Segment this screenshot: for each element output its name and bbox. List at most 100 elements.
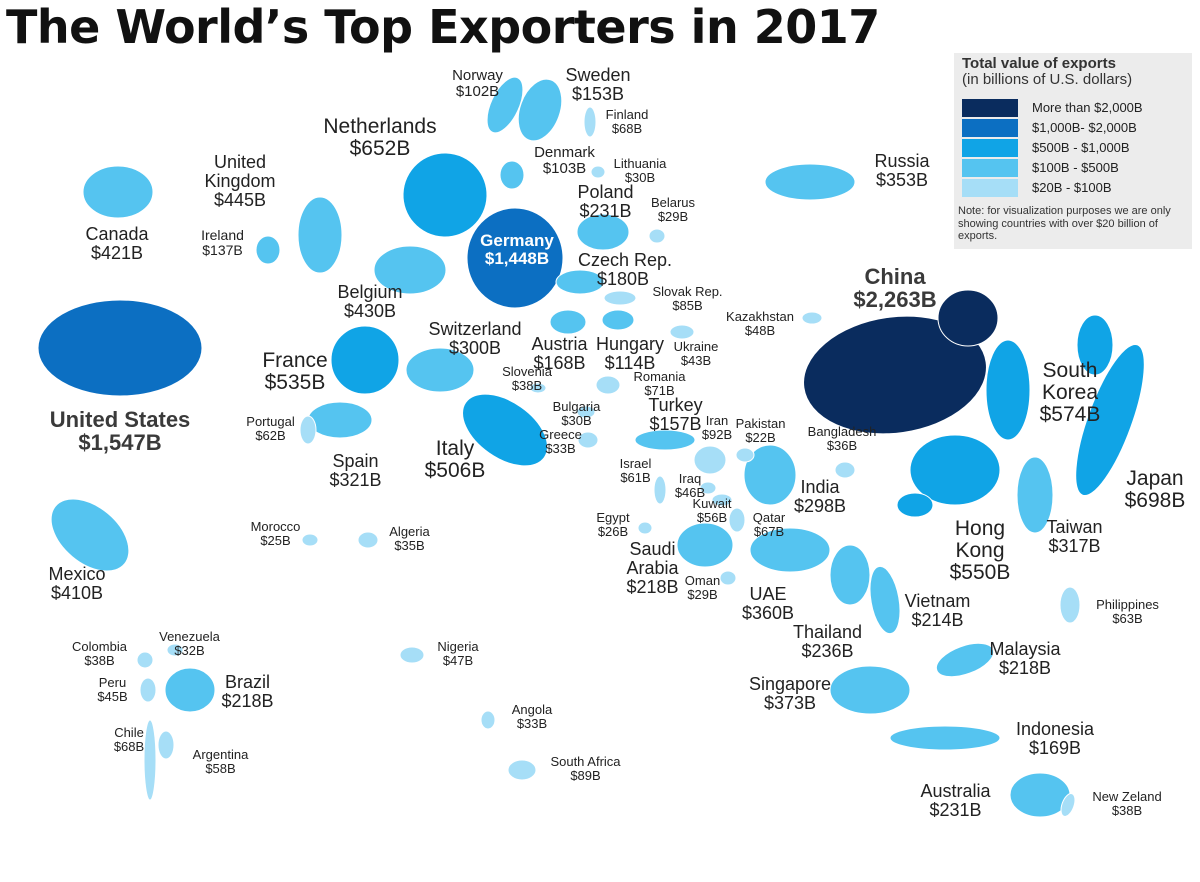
country-shape-singapore [829, 665, 911, 715]
country-value: $47B [442, 652, 474, 668]
country-name: Iran [705, 413, 729, 428]
country-shape-malaysia [935, 642, 995, 678]
country-shape-canada [82, 165, 154, 219]
country-label-indonesia: Indonesia $169B [1005, 720, 1105, 758]
country-region [1059, 586, 1081, 624]
country-name: Kingdom [204, 170, 276, 191]
country-name: Japan [1126, 467, 1184, 490]
country-value: $410B [50, 582, 104, 603]
country-name: Malaysia [989, 639, 1061, 659]
country-region [576, 213, 630, 251]
country-value: $36B [826, 437, 858, 453]
country-region [37, 299, 203, 397]
country-region [1075, 343, 1145, 497]
country-name: Kazakhstan [726, 309, 794, 324]
country-value: $535B [264, 371, 326, 395]
country-value: $1,547B [78, 430, 162, 456]
legend-label: More than $2,000B [1032, 100, 1143, 115]
country-region [373, 245, 447, 295]
country-shape-iran [693, 445, 727, 475]
country-label-germany: Germany $1,448B [462, 232, 572, 268]
country-name: Pakistan [735, 416, 786, 431]
country-label-hungary: Hungary $114B [590, 335, 670, 373]
country-value: $1,448B [484, 248, 550, 268]
country-label-russia: Russia $353B [852, 152, 952, 190]
country-shape-norway [486, 76, 524, 134]
country-label-nigeria: Nigeria $47B [428, 640, 488, 667]
country-name: Russia [874, 151, 930, 171]
country-shape-switzerland [405, 347, 475, 393]
country-label-peru: Peru $45B [90, 676, 135, 703]
legend-label: $20B - $100B [1032, 180, 1112, 195]
country-value: $85B [672, 297, 703, 313]
country-region [577, 431, 599, 449]
country-name: Norway [452, 67, 503, 84]
country-region [507, 759, 537, 781]
country-region [583, 106, 597, 138]
country-value: $300B [448, 337, 502, 358]
country-shape-spain [307, 401, 373, 439]
map-title: The World’s Top Exporters in 2017 [6, 0, 880, 54]
country-value: $574B [1039, 403, 1101, 427]
country-name: Hong [954, 517, 1006, 540]
country-label-france: France $535B [245, 349, 345, 395]
country-shape-colombia [136, 651, 154, 669]
country-name: Egypt [596, 510, 630, 525]
country-shape-united-states [37, 299, 203, 397]
country-label-turkey: Turkey $157B [638, 396, 713, 434]
country-name: Greece [539, 427, 582, 442]
country-label-china: China $2,263B [820, 265, 970, 311]
country-value: $33B [516, 715, 548, 731]
country-shape-egypt [637, 521, 653, 535]
country-value: $445B [213, 189, 267, 210]
country-region [601, 309, 635, 331]
country-region [139, 677, 157, 703]
country-value: $102B [455, 82, 500, 100]
country-label-romania: Romania $71B [622, 370, 697, 397]
country-label-colombia: Colombia $38B [62, 640, 137, 667]
country-name: Canada [85, 224, 149, 244]
country-label-malaysia: Malaysia $218B [985, 640, 1065, 678]
country-region [935, 642, 995, 678]
country-shape-morocco [301, 533, 319, 547]
country-region [399, 646, 425, 664]
country-shape-poland [576, 213, 630, 251]
country-value: $137B [202, 241, 243, 258]
country-label-slovenia: Slovenia $38B [492, 365, 562, 392]
country-name: Netherlands [323, 115, 437, 138]
country-region [693, 445, 727, 475]
country-region [480, 710, 496, 730]
country-shape-bangladesh [834, 461, 856, 479]
country-shape-kuwait [711, 493, 733, 507]
country-name: China [864, 264, 926, 289]
country-value: $45B [97, 688, 128, 704]
country-label-iran: Iran $92B [692, 414, 742, 441]
country-shape-lithuania [590, 165, 606, 179]
country-value: $231B [579, 200, 632, 221]
country-shape-angola [480, 710, 496, 730]
country-region [719, 570, 737, 586]
country-shape-new-zeland [1060, 793, 1076, 817]
country-name: New Zeland [1092, 789, 1162, 804]
country-shape-slovak-rep [603, 290, 637, 306]
country-shape-finland [583, 106, 597, 138]
country-shape-denmark [499, 160, 525, 190]
country-region [301, 533, 319, 547]
country-name: Finland [605, 107, 649, 122]
country-value: $68B [611, 120, 643, 136]
country-value: $26B [597, 523, 629, 539]
country-shape-iraq [699, 481, 717, 495]
country-shape-hungary [601, 309, 635, 331]
country-label-qatar: Qatar $67B [745, 511, 793, 538]
country-name: Poland [577, 182, 634, 202]
country-region [50, 498, 130, 572]
country-value: $421B [90, 242, 144, 263]
country-label-angola: Angola $33B [502, 703, 562, 730]
country-shape-saudi-arabia [676, 522, 734, 568]
country-region [985, 339, 1031, 441]
country-region [1060, 793, 1076, 817]
country-label-pakistan: Pakistan $22B [733, 417, 788, 444]
country-shape-indonesia [889, 725, 1001, 751]
country-name: Singapore [748, 674, 832, 694]
country-value: $25B [260, 532, 291, 548]
